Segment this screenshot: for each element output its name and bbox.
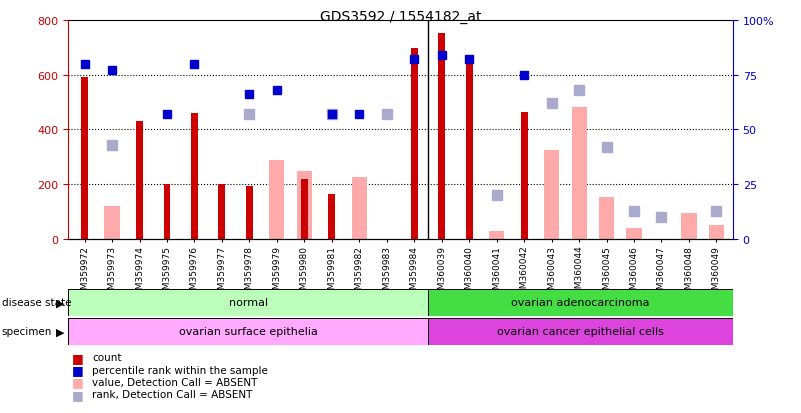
Bar: [68, 318, 429, 345]
Bar: [297, 171, 312, 240]
Text: rank, Detection Call = ABSENT: rank, Detection Call = ABSENT: [92, 389, 252, 399]
Bar: [465, 64, 473, 240]
Bar: [429, 289, 733, 316]
Text: ■: ■: [72, 375, 84, 389]
Bar: [709, 226, 724, 240]
Text: GDS3592 / 1554182_at: GDS3592 / 1554182_at: [320, 10, 481, 24]
Text: percentile rank within the sample: percentile rank within the sample: [92, 365, 268, 375]
Bar: [104, 207, 119, 240]
Bar: [429, 318, 733, 345]
Text: ovarian cancer epithelial cells: ovarian cancer epithelial cells: [497, 326, 664, 337]
Bar: [682, 214, 697, 240]
Text: normal: normal: [228, 297, 268, 308]
Bar: [68, 289, 429, 316]
Text: ■: ■: [72, 363, 84, 376]
Bar: [191, 114, 198, 240]
Bar: [163, 185, 171, 240]
Bar: [269, 160, 284, 240]
Bar: [301, 179, 308, 240]
Bar: [81, 78, 88, 240]
Bar: [544, 151, 559, 240]
Text: disease state: disease state: [2, 297, 71, 308]
Text: count: count: [92, 352, 122, 362]
Bar: [328, 195, 336, 240]
Bar: [438, 34, 445, 240]
Text: ▶: ▶: [55, 297, 64, 308]
Bar: [219, 185, 225, 240]
Bar: [626, 229, 642, 240]
Bar: [489, 231, 504, 240]
Bar: [572, 108, 586, 240]
Text: specimen: specimen: [2, 326, 52, 337]
Bar: [599, 197, 614, 240]
Bar: [521, 112, 528, 240]
Text: ■: ■: [72, 388, 84, 401]
Text: ovarian adenocarcinoma: ovarian adenocarcinoma: [511, 297, 650, 308]
Bar: [352, 178, 367, 240]
Bar: [411, 50, 417, 240]
Bar: [246, 186, 253, 240]
Text: value, Detection Call = ABSENT: value, Detection Call = ABSENT: [92, 377, 257, 387]
Text: ovarian surface epithelia: ovarian surface epithelia: [179, 326, 317, 337]
Text: ■: ■: [72, 351, 84, 364]
Text: ▶: ▶: [55, 326, 64, 337]
Bar: [136, 122, 143, 240]
